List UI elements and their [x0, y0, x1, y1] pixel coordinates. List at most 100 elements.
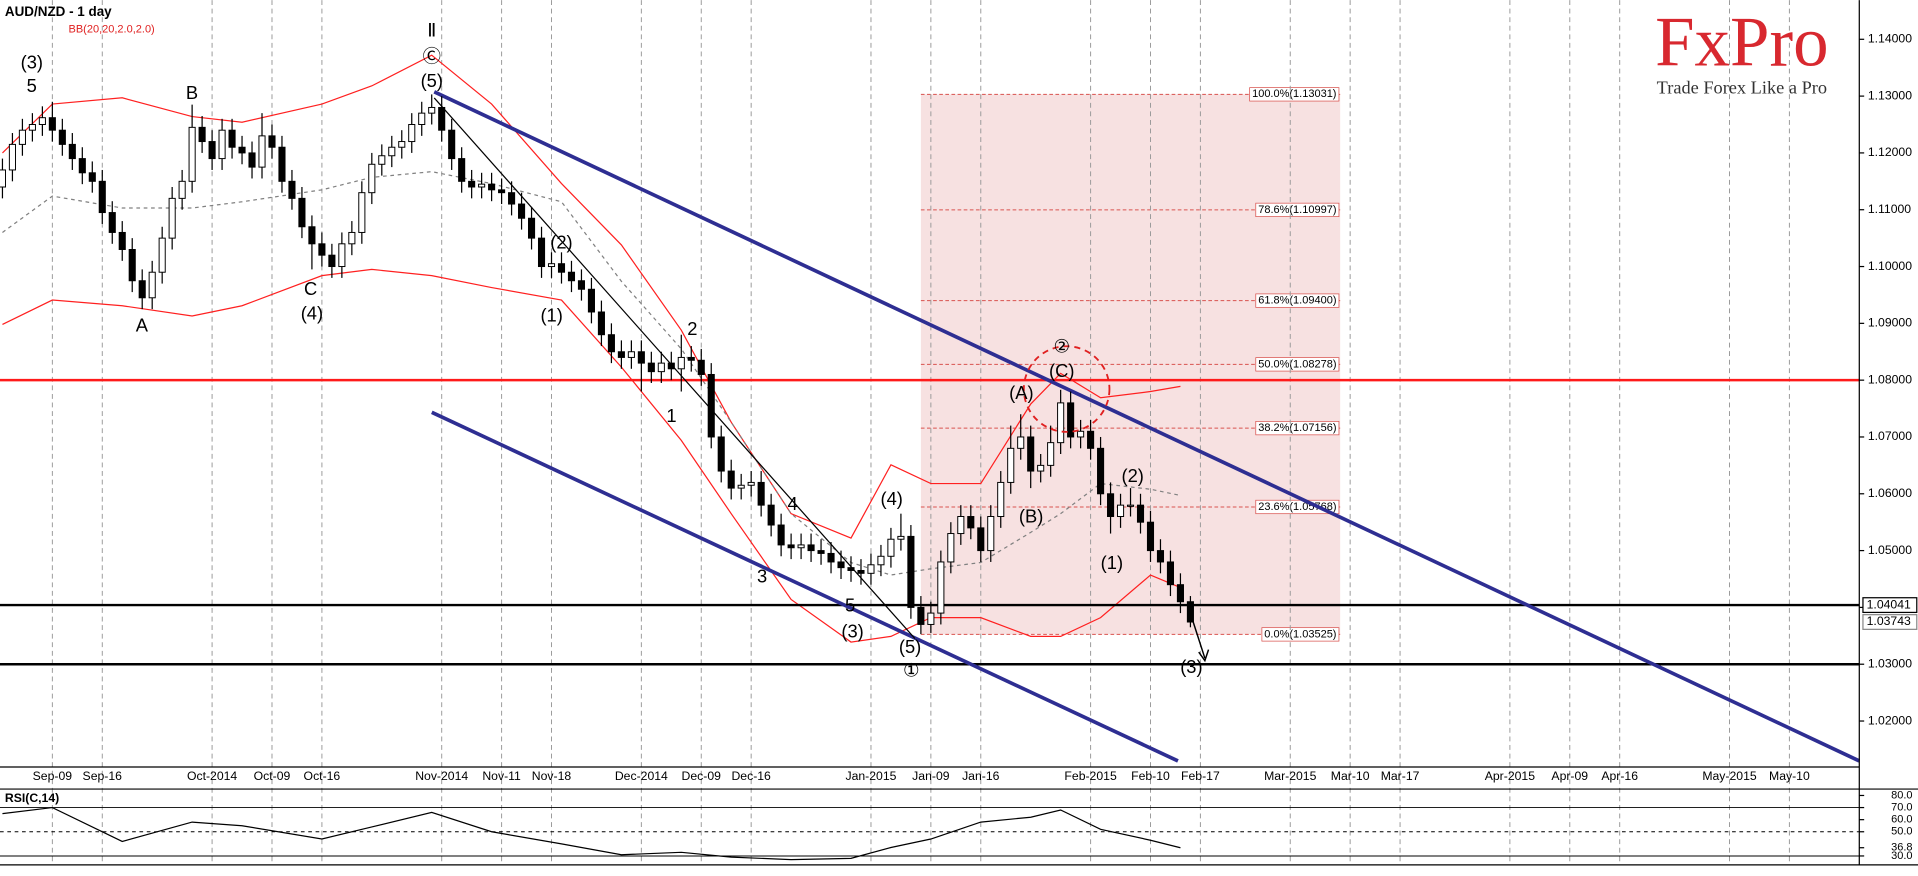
wave-label: (3): [841, 620, 863, 641]
x-tick-label: Dec-2014: [615, 769, 668, 783]
candle-body: [88, 172, 96, 182]
x-tick-label: May-2015: [1702, 769, 1757, 783]
candle-body: [438, 106, 446, 131]
x-tick-label: Jan-2015: [845, 769, 896, 783]
candle-body: [78, 158, 86, 174]
y-tick-label: 1.11000: [1868, 202, 1911, 216]
wave-label: B: [186, 82, 198, 103]
candle-body: [717, 436, 725, 472]
candle-body: [168, 197, 176, 239]
rsi-layer: 80.070.060.050.0 36.830.0: [0, 789, 1913, 862]
candle-body: [867, 564, 875, 574]
candle-body: [368, 163, 376, 194]
candle-body: [777, 524, 785, 546]
wave-label: (4): [301, 302, 323, 323]
candle-body: [458, 158, 466, 182]
candle-body: [1047, 442, 1055, 466]
candle-body: [338, 243, 346, 268]
fib-label-box: [1249, 87, 1340, 102]
candle-body: [28, 124, 36, 131]
line-layer: [0, 378, 1860, 666]
candle-body: [657, 362, 665, 373]
y-tick-label: 1.14000: [1868, 32, 1912, 46]
wave-label: (2): [1121, 465, 1143, 486]
price-label: 1.03743: [1867, 614, 1911, 628]
candle-body: [967, 516, 975, 529]
candle-body: [1057, 402, 1065, 444]
candle-body: [498, 189, 506, 194]
wave-label: A: [136, 315, 149, 336]
candle-body: [248, 152, 256, 168]
candle-body: [787, 544, 795, 549]
x-tick-label: Jan-09: [912, 769, 950, 783]
candle-body: [1146, 521, 1155, 552]
fib-label: 50.0%(1.08278): [1258, 358, 1336, 370]
y-tick-label: 1.07000: [1868, 429, 1912, 443]
wave-label: (2): [550, 231, 572, 252]
candle-body: [298, 197, 306, 228]
fib-label: 23.6%(1.05768): [1258, 501, 1336, 513]
x-tick-label: Dec-16: [731, 769, 771, 783]
trend-channel-upper: [433, 90, 1861, 763]
x-tick-label: Mar-10: [1331, 769, 1370, 783]
candle-body: [937, 561, 945, 614]
candle-body: [827, 552, 835, 563]
candle-body: [488, 183, 496, 191]
trend-channel-lower: [431, 410, 1179, 763]
y-tick-label: 1.08000: [1868, 372, 1912, 386]
candle-body: [1136, 504, 1145, 523]
x-tick-label: May-10: [1769, 769, 1810, 783]
candle-body: [0, 169, 6, 188]
candle-body: [987, 516, 995, 552]
x-tick-label: Feb-10: [1131, 769, 1170, 783]
candle-body: [557, 263, 566, 273]
x-tick-label: Dec-09: [682, 769, 722, 783]
candle-body: [1186, 601, 1194, 623]
candle-body: [897, 535, 905, 540]
candle-body: [1156, 550, 1165, 563]
candle-body: [1166, 561, 1175, 586]
candle-body: [378, 155, 386, 165]
fib-label-box: [1255, 293, 1340, 308]
candle-body: [737, 484, 745, 489]
candle-body: [228, 129, 236, 148]
candle-body: [707, 373, 715, 438]
candle-body: [547, 263, 556, 268]
candle-body: [567, 271, 576, 282]
candle-body: [218, 129, 226, 160]
candle-body: [198, 126, 206, 143]
candle-body: [108, 212, 116, 233]
wave-label: (5): [421, 70, 443, 91]
price-label-box: [1862, 597, 1918, 614]
grid-layer: [51, 0, 1790, 865]
candle-body: [617, 351, 625, 358]
candle-body: [68, 143, 76, 160]
candle-body: [997, 481, 1005, 517]
candle-body: [278, 146, 286, 182]
candle-body: [917, 606, 925, 625]
wave-label: 5: [27, 75, 37, 96]
candle-body: [797, 544, 805, 549]
candle-body: [1037, 464, 1045, 472]
candle-body: [48, 117, 56, 131]
candle-body: [188, 126, 196, 182]
x-tick-label: Oct-2014: [187, 769, 237, 783]
candle-body: [1067, 402, 1075, 438]
candle-body: [837, 561, 845, 569]
indicator-label: BB(20,20,2.0,2.0): [69, 23, 155, 35]
candle-body: [817, 550, 825, 554]
candle-body: [348, 231, 356, 245]
rsi-y-tick-label: 30.0: [1891, 850, 1912, 862]
rsi-title: RSI(C,14): [5, 791, 59, 805]
candle-body: [398, 141, 406, 148]
y-tick-label: 1.03000: [1868, 656, 1912, 670]
candle-body: [98, 180, 106, 214]
fib-label-box: [1261, 627, 1340, 642]
candle-body: [637, 351, 645, 364]
wave-label: (4): [881, 488, 903, 509]
candle-body: [597, 311, 605, 336]
candle-body: [887, 538, 895, 557]
candle-body: [1087, 430, 1095, 449]
wave-label: Ⅱ: [427, 20, 436, 41]
